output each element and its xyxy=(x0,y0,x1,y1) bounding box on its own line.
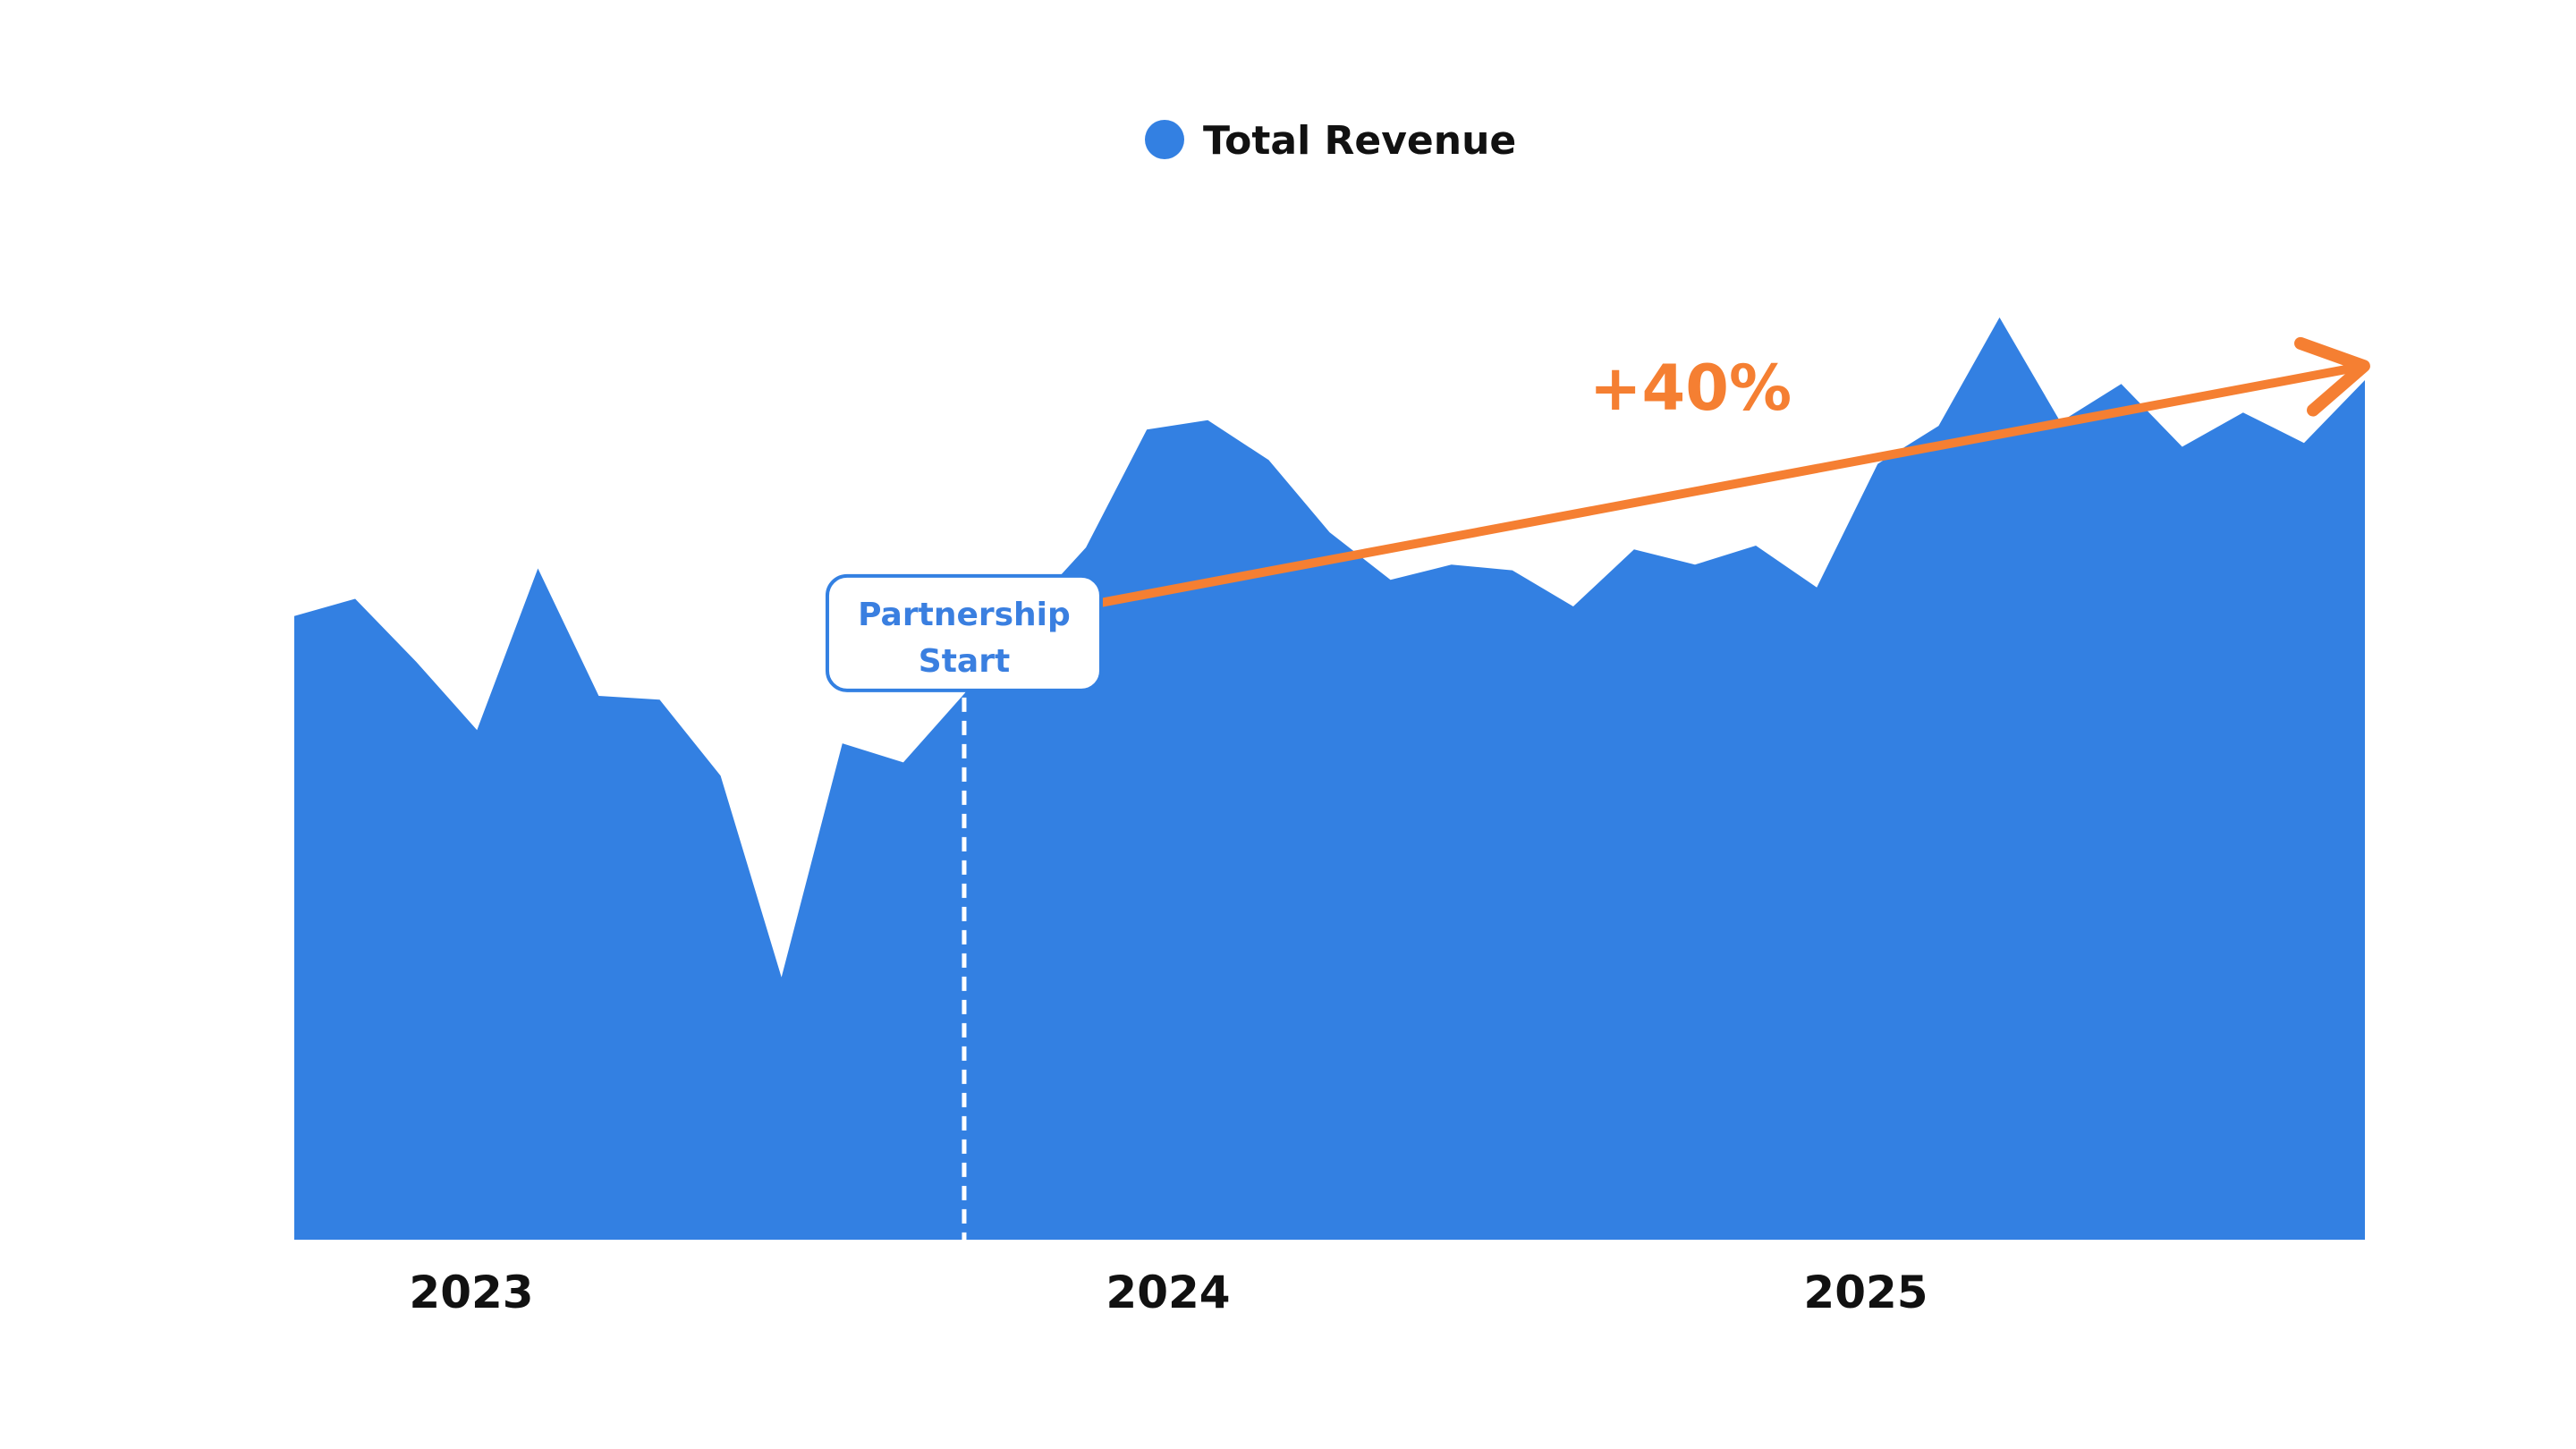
growth-percent-label: +40% xyxy=(1589,352,1792,425)
x-tick-2025: 2025 xyxy=(1803,1267,1928,1318)
callout-label-line1: Partnership xyxy=(858,597,1071,633)
callout-box xyxy=(825,573,1103,692)
growth-trend-arrow xyxy=(1096,336,2370,607)
x-tick-2024: 2024 xyxy=(1106,1267,1230,1318)
partnership-start-callout: Partnership Start xyxy=(825,573,1103,692)
legend: Total Revenue xyxy=(1145,118,1516,164)
x-axis-ticks: 2023 2024 2025 xyxy=(409,1267,1928,1318)
callout-label-line2: Start xyxy=(919,643,1010,680)
legend-label-total-revenue: Total Revenue xyxy=(1203,118,1516,164)
x-tick-2023: 2023 xyxy=(409,1267,533,1318)
area-series-total-revenue xyxy=(294,317,2365,1240)
legend-swatch-total-revenue xyxy=(1145,120,1184,159)
